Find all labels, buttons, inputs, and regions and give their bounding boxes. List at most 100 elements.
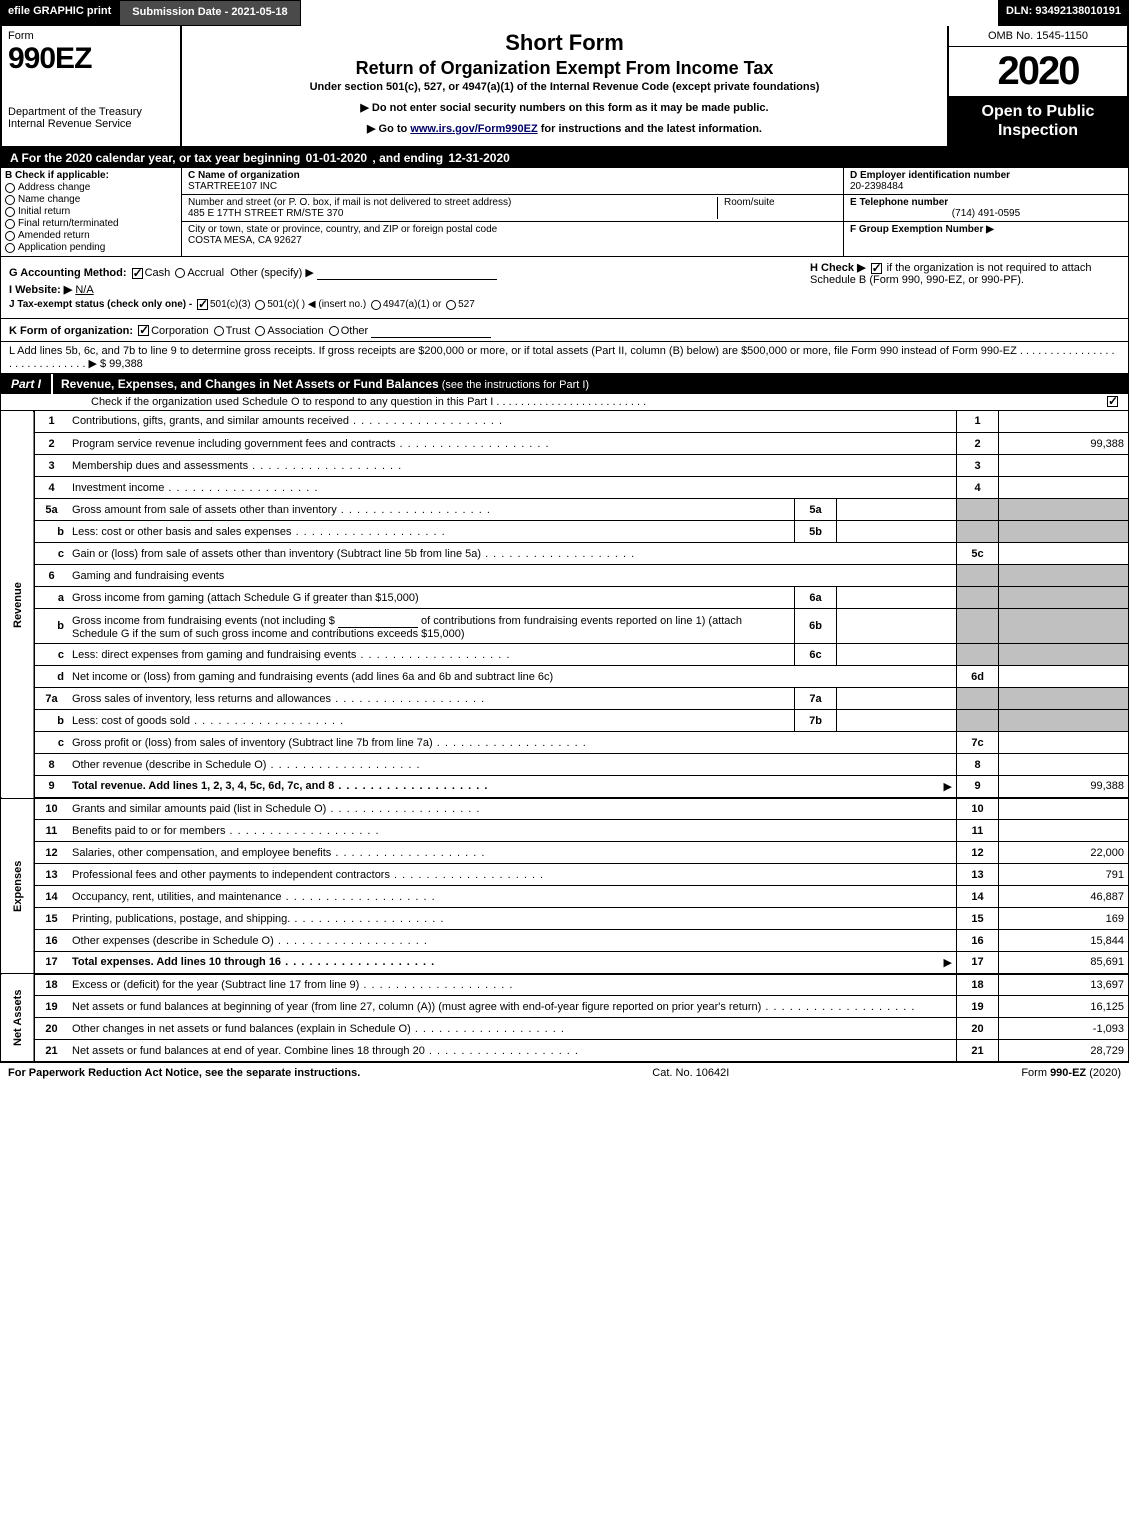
- note-link-post: for instructions and the latest informat…: [538, 123, 762, 135]
- box-b-label: B Check if applicable:: [5, 170, 177, 181]
- part-1-table: Revenue 1 Contributions, gifts, grants, …: [0, 411, 1129, 1063]
- row-5a: 5a Gross amount from sale of assets othe…: [1, 499, 1129, 521]
- period-line: A For the 2020 calendar year, or tax yea…: [0, 148, 1129, 168]
- part-1-schedule-o-check[interactable]: [1107, 396, 1118, 407]
- c-name-label: C Name of organization: [188, 170, 300, 181]
- irs-link[interactable]: www.irs.gov/Form990EZ: [410, 123, 537, 135]
- i-label: I Website: ▶: [9, 284, 72, 296]
- top-bar: efile GRAPHIC print Submission Date - 20…: [0, 0, 1129, 26]
- box-b: B Check if applicable: Address change Na…: [1, 168, 181, 256]
- room-suite-label: Room/suite: [724, 197, 775, 208]
- row-7b: b Less: cost of goods sold 7b: [1, 710, 1129, 732]
- box-c: C Name of organization STARTREE107 INC N…: [181, 168, 843, 256]
- row-12: 12 Salaries, other compensation, and emp…: [1, 842, 1129, 864]
- entity-block: B Check if applicable: Address change Na…: [0, 168, 1129, 257]
- submission-date: Submission Date - 2021-05-18: [119, 0, 300, 26]
- row-21: 21 Net assets or fund balances at end of…: [1, 1040, 1129, 1062]
- h-check[interactable]: [871, 263, 882, 274]
- j-4947-radio[interactable]: [371, 300, 381, 310]
- title-return: Return of Organization Exempt From Incom…: [190, 58, 939, 79]
- part-1-header: Part I Revenue, Expenses, and Changes in…: [0, 374, 1129, 394]
- form-number: 990EZ: [8, 42, 174, 76]
- k-corp-check[interactable]: [138, 325, 149, 336]
- row-17: 17 Total expenses. Add lines 10 through …: [1, 952, 1129, 974]
- row-4: 4 Investment income 4: [1, 477, 1129, 499]
- opt-address-change[interactable]: [5, 183, 15, 193]
- opt-name-change[interactable]: [5, 195, 15, 205]
- efile-label[interactable]: efile GRAPHIC print: [0, 0, 119, 26]
- note-link: ▶ Go to www.irs.gov/Form990EZ for instru…: [190, 122, 939, 135]
- period-end: 12-31-2020: [448, 151, 509, 165]
- period-text-a: A For the 2020 calendar year, or tax yea…: [8, 151, 306, 165]
- 6b-amount-input[interactable]: [338, 612, 418, 628]
- e-phone-label: E Telephone number: [850, 197, 948, 208]
- part-1-title: Revenue, Expenses, and Changes in Net As…: [61, 377, 439, 391]
- meta-gh: G Accounting Method: Cash Accrual Other …: [0, 257, 1129, 318]
- part-1-sub: Check if the organization used Schedule …: [0, 394, 1129, 411]
- org-city: COSTA MESA, CA 92627: [188, 235, 302, 246]
- line-l: L Add lines 5b, 6c, and 7b to line 9 to …: [0, 342, 1129, 374]
- net-assets-tab: Net Assets: [1, 974, 35, 1062]
- open-to-public: Open to Public Inspection: [949, 96, 1127, 146]
- omb-number: OMB No. 1545-1150: [949, 26, 1127, 47]
- period-text-b: , and ending: [370, 151, 448, 165]
- j-501c-radio[interactable]: [255, 300, 265, 310]
- row-15: 15 Printing, publications, postage, and …: [1, 908, 1129, 930]
- page-footer: For Paperwork Reduction Act Notice, see …: [0, 1062, 1129, 1083]
- tax-year: 2020: [949, 47, 1127, 96]
- opt-final-return[interactable]: [5, 219, 15, 229]
- h-label: H Check ▶: [810, 262, 866, 274]
- irs-label: Internal Revenue Service: [8, 118, 174, 130]
- k-other-input[interactable]: [371, 322, 491, 338]
- k-trust-radio[interactable]: [214, 326, 224, 336]
- dept-treasury: Department of the Treasury: [8, 106, 174, 118]
- opt-initial-return[interactable]: [5, 207, 15, 217]
- j-501c3-check[interactable]: [197, 299, 208, 310]
- j-527-radio[interactable]: [446, 300, 456, 310]
- opt-amended-return[interactable]: [5, 231, 15, 241]
- footer-paperwork: For Paperwork Reduction Act Notice, see …: [8, 1067, 360, 1079]
- row-6: 6 Gaming and fundraising events: [1, 565, 1129, 587]
- row-6a: a Gross income from gaming (attach Sched…: [1, 587, 1129, 609]
- row-8: 8 Other revenue (describe in Schedule O)…: [1, 754, 1129, 776]
- opt-application-pending[interactable]: [5, 243, 15, 253]
- dln: DLN: 93492138010191: [998, 0, 1129, 26]
- website-value: N/A: [75, 284, 93, 296]
- g-accrual-radio[interactable]: [175, 268, 185, 278]
- note-link-pre: ▶ Go to: [367, 123, 410, 135]
- d-ein-label: D Employer identification number: [850, 170, 1010, 181]
- org-name: STARTREE107 INC: [188, 181, 277, 192]
- note-ssn: ▶ Do not enter social security numbers o…: [190, 101, 939, 114]
- g-other-input[interactable]: [317, 264, 497, 280]
- c-addr-label: Number and street (or P. O. box, if mail…: [188, 197, 511, 208]
- row-10: Expenses 10 Grants and similar amounts p…: [1, 798, 1129, 820]
- row-2: 2 Program service revenue including gove…: [1, 433, 1129, 455]
- g-cash-check[interactable]: [132, 268, 143, 279]
- k-other-radio[interactable]: [329, 326, 339, 336]
- row-16: 16 Other expenses (describe in Schedule …: [1, 930, 1129, 952]
- k-label: K Form of organization:: [9, 325, 133, 337]
- row-7a: 7a Gross sales of inventory, less return…: [1, 688, 1129, 710]
- row-14: 14 Occupancy, rent, utilities, and maint…: [1, 886, 1129, 908]
- c-city-label: City or town, state or province, country…: [188, 224, 497, 235]
- l-text: L Add lines 5b, 6c, and 7b to line 9 to …: [9, 345, 1115, 370]
- form-header: Form 990EZ Department of the Treasury In…: [0, 26, 1129, 148]
- phone: (714) 491-0595: [850, 208, 1122, 219]
- row-9: 9 Total revenue. Add lines 1, 2, 3, 4, 5…: [1, 776, 1129, 798]
- revenue-tab: Revenue: [1, 411, 35, 798]
- line-k: K Form of organization: Corporation Trus…: [0, 319, 1129, 342]
- row-11: 11 Benefits paid to or for members 11: [1, 820, 1129, 842]
- f-group-exemption: F Group Exemption Number ▶: [850, 224, 994, 235]
- ein: 20-2398484: [850, 181, 903, 192]
- org-address: 485 E 17TH STREET RM/STE 370: [188, 208, 343, 219]
- footer-form-ref: Form 990-EZ (2020): [1021, 1067, 1121, 1079]
- g-label: G Accounting Method:: [9, 267, 127, 279]
- j-label: J Tax-exempt status (check only one) -: [9, 300, 192, 311]
- l-amount: 99,388: [109, 358, 143, 370]
- box-right: D Employer identification number 20-2398…: [843, 168, 1128, 256]
- title-short-form: Short Form: [190, 30, 939, 56]
- k-assoc-radio[interactable]: [255, 326, 265, 336]
- row-6d: d Net income or (loss) from gaming and f…: [1, 666, 1129, 688]
- footer-cat-no: Cat. No. 10642I: [652, 1067, 729, 1079]
- row-20: 20 Other changes in net assets or fund b…: [1, 1018, 1129, 1040]
